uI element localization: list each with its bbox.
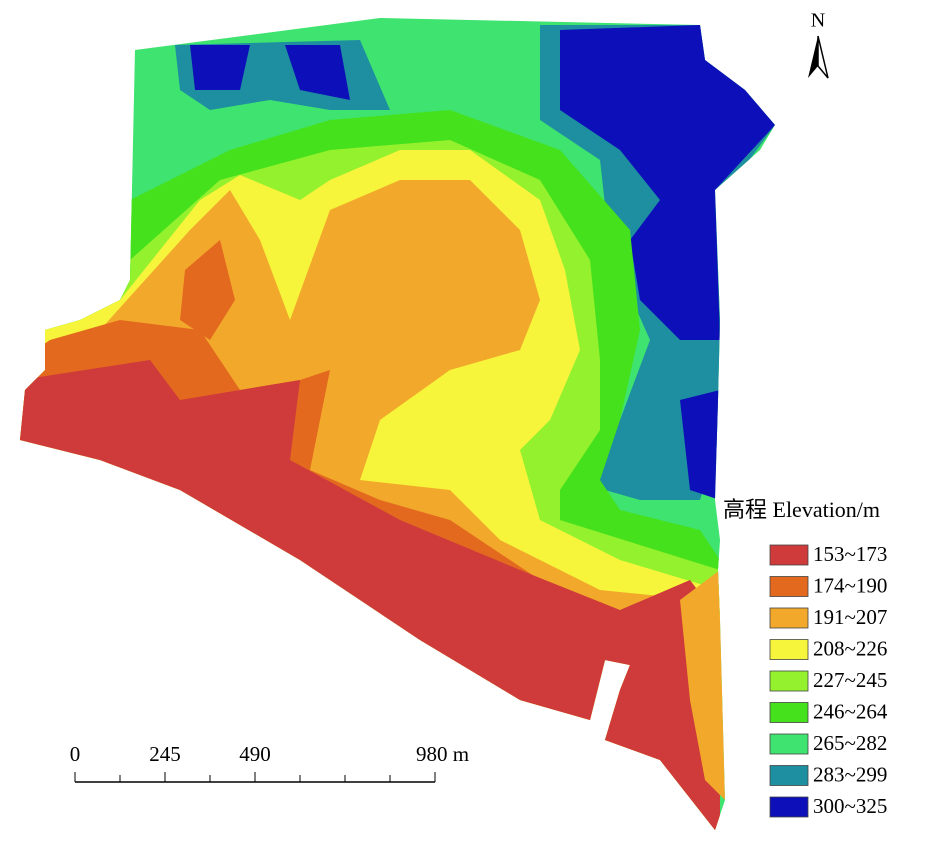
legend-label: 191~207: [813, 605, 887, 629]
band-area: [680, 570, 725, 800]
legend-label: 174~190: [813, 573, 887, 597]
legend-swatch: [769, 607, 809, 629]
legend-swatch: [769, 765, 809, 786]
scale-bar: 0 245 490 980 m: [70, 742, 469, 783]
legend-swatch: [769, 796, 809, 818]
legend-label: 283~299: [813, 762, 887, 786]
legend-label: 246~264: [813, 699, 888, 723]
legend-label: 227~245: [813, 668, 887, 692]
legend-swatch: [769, 702, 809, 723]
band-area: [680, 390, 720, 500]
legend-label: 300~325: [813, 794, 887, 818]
legend-title: 高程 Elevation/m: [723, 497, 880, 522]
legend-swatch: [769, 576, 809, 597]
north-label: N: [811, 10, 825, 32]
legend-swatch: [769, 670, 809, 692]
legend-swatch: [769, 639, 809, 660]
north-arrow: [817, 35, 829, 79]
elevation-map: [20, 18, 775, 830]
legend-label: 153~173: [813, 542, 887, 566]
legend-label: 265~282: [813, 731, 887, 755]
scale-label: 245: [149, 742, 181, 766]
legend-label: 208~226: [813, 636, 887, 660]
band-area: [285, 45, 350, 100]
legend-swatch: [769, 733, 809, 755]
scale-label: 980 m: [416, 742, 469, 766]
north-arrow: [808, 36, 818, 78]
band-area: [560, 25, 775, 340]
scale-label: 490: [239, 742, 271, 766]
legend: 高程 Elevation/m 153~173 174~190 191~207 208~…: [723, 497, 888, 818]
scale-label: 0: [70, 742, 81, 766]
band-area: [180, 240, 235, 340]
band-area: [190, 45, 250, 90]
legend-swatch: [769, 544, 809, 566]
